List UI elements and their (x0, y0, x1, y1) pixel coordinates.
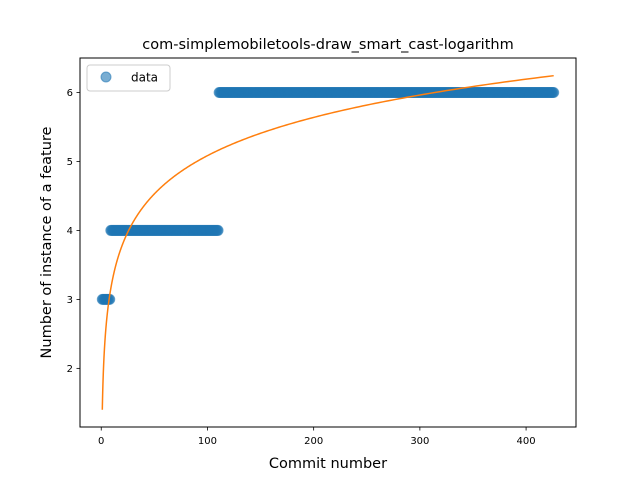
y-tick-label: 2 (67, 364, 73, 375)
x-tick-label: 200 (304, 436, 323, 447)
x-tick-label: 100 (198, 436, 217, 447)
legend-label-data: data (131, 71, 158, 85)
x-axis-label: Commit number (269, 456, 387, 472)
x-tick-label: 0 (98, 436, 104, 447)
y-tick-label: 3 (67, 295, 73, 306)
plot-frame (79, 57, 577, 428)
legend-marker-data (100, 71, 112, 83)
x-axis: 0 100 200 300 400 (98, 427, 536, 447)
legend: data (86, 64, 171, 92)
y-tick-label: 5 (67, 157, 73, 168)
x-tick-label: 400 (517, 436, 536, 447)
fit-line (101, 74, 554, 410)
plot-marks (96, 74, 560, 410)
y-axis-label: Number of instance of a feature (39, 126, 55, 358)
x-tick-label: 300 (410, 436, 429, 447)
y-axis: 2 3 4 5 6 (67, 88, 80, 375)
y-tick-label: 4 (67, 226, 73, 237)
data-point (212, 224, 224, 236)
y-tick-label: 6 (67, 88, 73, 99)
legend-box (86, 64, 171, 92)
data-point (548, 86, 560, 98)
chart-title: com-simplemobiletools-draw_smart_cast-lo… (142, 37, 513, 53)
